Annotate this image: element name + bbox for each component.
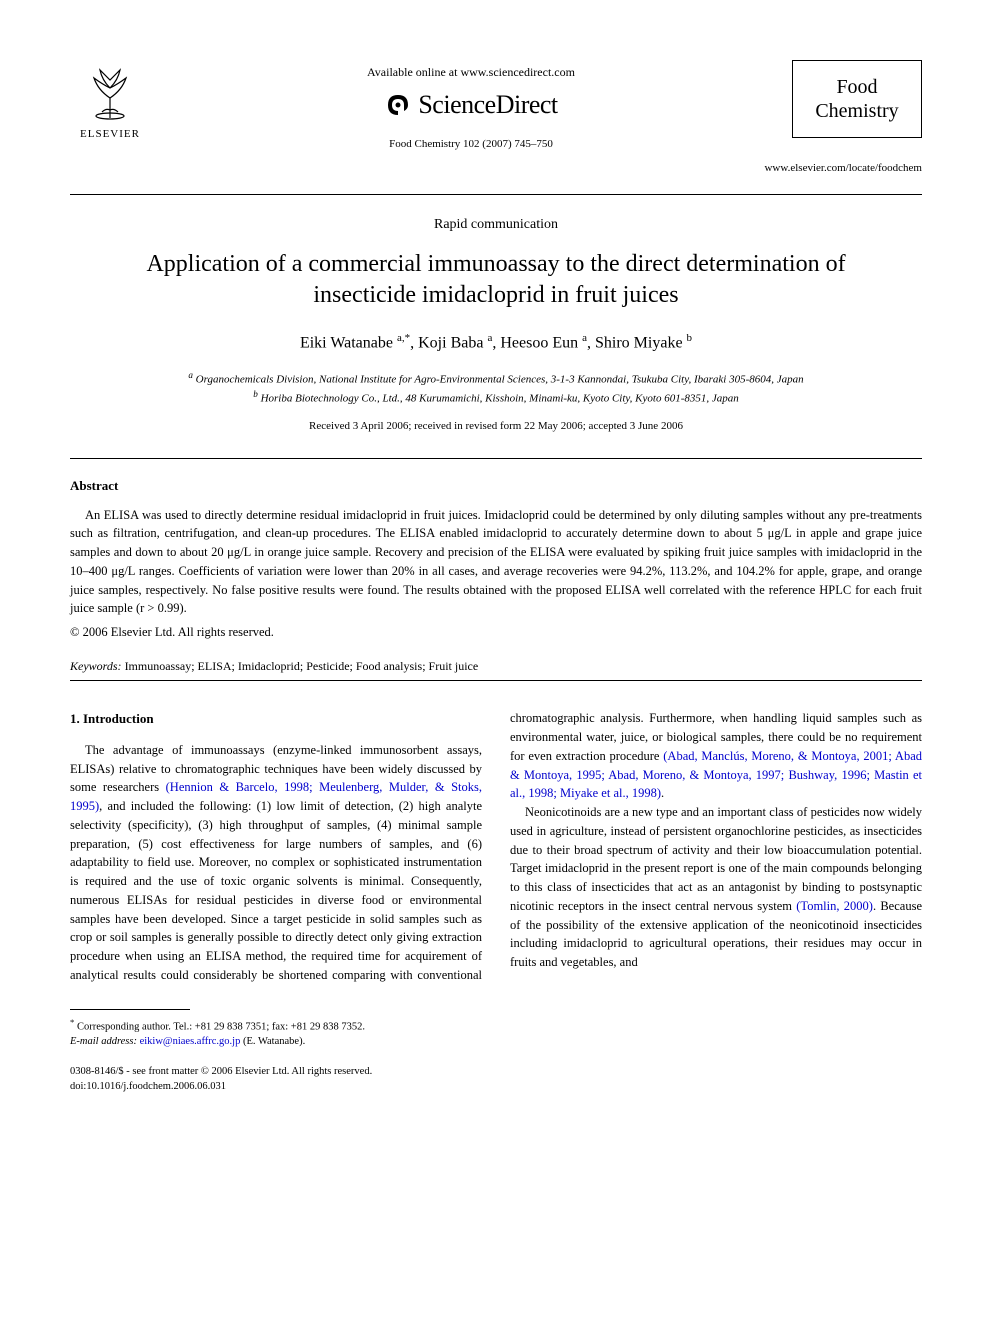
- article-title: Application of a commercial immunoassay …: [70, 249, 922, 311]
- keywords-line: Keywords: Immunoassay; ELISA; Imidaclopr…: [70, 658, 922, 675]
- available-online-text: Available online at www.sciencedirect.co…: [150, 64, 792, 81]
- email-suffix: (E. Watanabe).: [240, 1036, 305, 1047]
- keywords-text: Immunoassay; ELISA; Imidacloprid; Pestic…: [122, 659, 479, 673]
- intro-paragraph-2: Neonicotinoids are a new type and an imp…: [510, 803, 922, 972]
- page-footer: 0308-8146/$ - see front matter © 2006 El…: [70, 1065, 922, 1094]
- abstract-heading: Abstract: [70, 477, 922, 495]
- header-rule: [70, 194, 922, 195]
- footer-front-matter: 0308-8146/$ - see front matter © 2006 El…: [70, 1065, 372, 1080]
- sciencedirect-row: ScienceDirect: [150, 87, 792, 123]
- rapid-communication-label: Rapid communication: [70, 215, 922, 235]
- affiliations: a Organochemicals Division, National Ins…: [70, 369, 922, 407]
- elsevier-logo-block: ELSEVIER: [70, 60, 150, 143]
- journal-reference: Food Chemistry 102 (2007) 745–750: [150, 137, 792, 152]
- footnote-corr-text: Corresponding author. Tel.: +81 29 838 7…: [77, 1021, 365, 1032]
- keywords-label: Keywords:: [70, 659, 122, 673]
- journal-box-line1: Food: [803, 75, 911, 99]
- affiliation-a: a Organochemicals Division, National Ins…: [70, 369, 922, 388]
- center-header: Available online at www.sciencedirect.co…: [150, 60, 792, 153]
- citation-link[interactable]: (Tomlin, 2000): [796, 899, 873, 913]
- article-dates: Received 3 April 2006; received in revis…: [70, 419, 922, 434]
- journal-box-line2: Chemistry: [803, 99, 911, 123]
- header-row: ELSEVIER Available online at www.science…: [70, 60, 922, 153]
- sciencedirect-text: ScienceDirect: [418, 87, 557, 123]
- footer-doi: doi:10.1016/j.foodchem.2006.06.031: [70, 1080, 372, 1095]
- section-1-heading: 1. Introduction: [70, 709, 482, 729]
- journal-title-box: Food Chemistry: [792, 60, 922, 138]
- footer-left: 0308-8146/$ - see front matter © 2006 El…: [70, 1065, 372, 1094]
- body-columns: 1. Introduction The advantage of immunoa…: [70, 709, 922, 984]
- journal-url: www.elsevier.com/locate/foodchem: [70, 161, 922, 176]
- corresponding-author-footnote: * Corresponding author. Tel.: +81 29 838…: [70, 1016, 922, 1050]
- abstract-copyright: © 2006 Elsevier Ltd. All rights reserved…: [70, 624, 922, 642]
- footnote-rule: [70, 1009, 190, 1010]
- elsevier-label: ELSEVIER: [70, 127, 150, 142]
- affiliation-b: b Horiba Biotechnology Co., Ltd., 48 Kur…: [70, 388, 922, 407]
- email-link[interactable]: eikiw@niaes.affrc.go.jp: [140, 1036, 241, 1047]
- elsevier-tree-icon: [80, 60, 140, 120]
- email-label: E-mail address:: [70, 1036, 137, 1047]
- abstract-text: An ELISA was used to directly determine …: [70, 506, 922, 619]
- sciencedirect-icon: [384, 91, 412, 119]
- authors-line: Eiki Watanabe a,*, Koji Baba a, Heesoo E…: [70, 331, 922, 355]
